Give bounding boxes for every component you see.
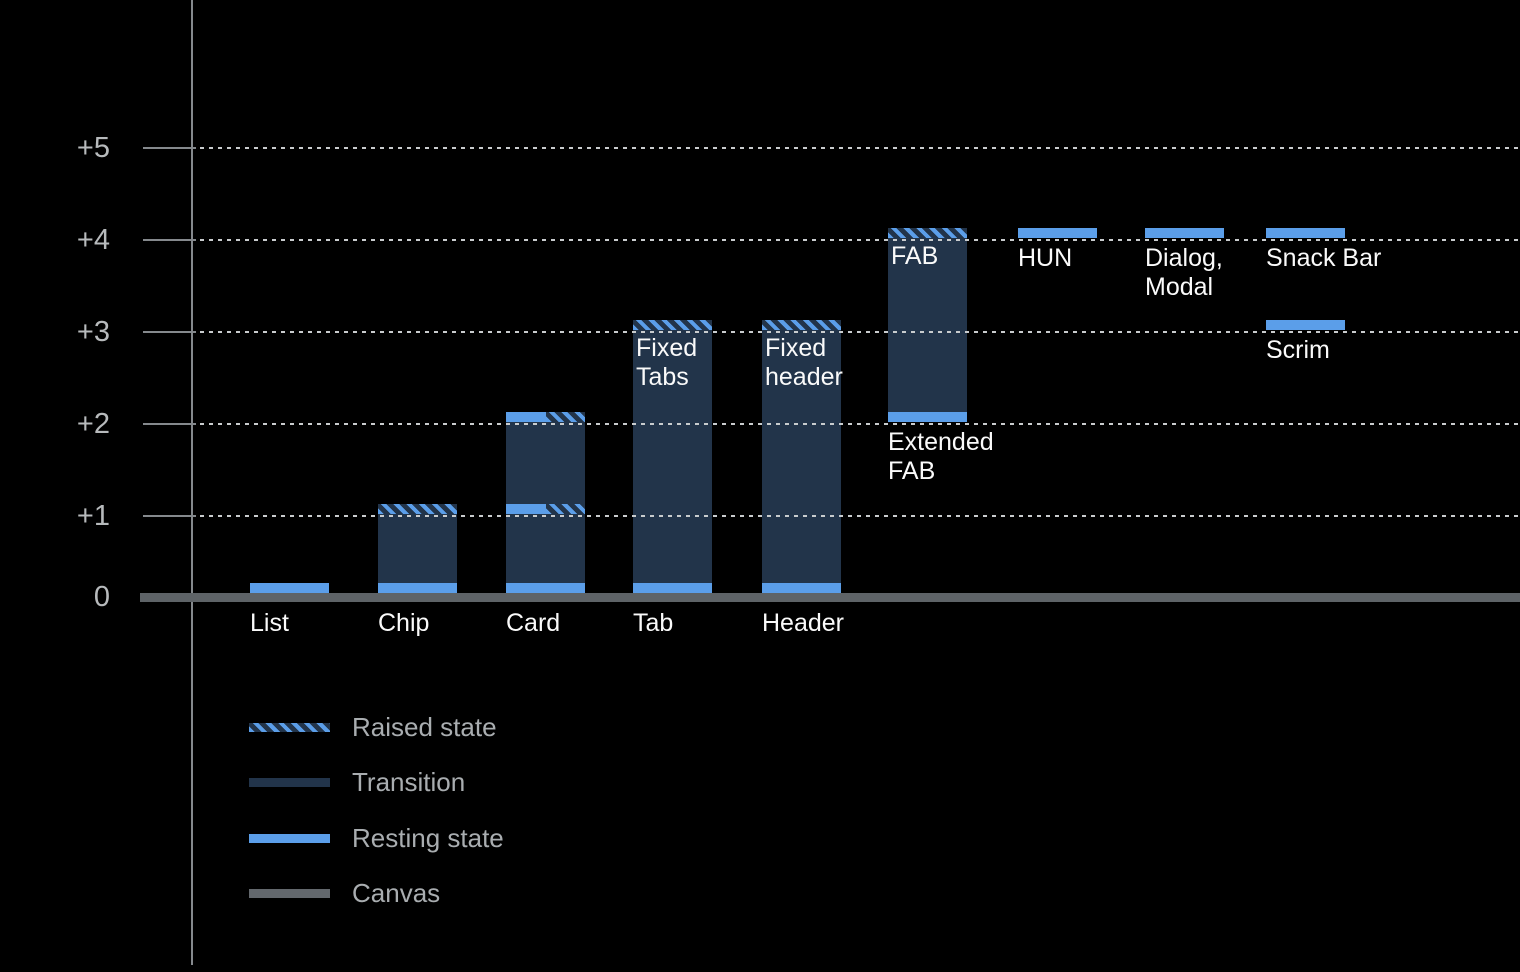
- resting-strip-scrim-l3: [1266, 320, 1345, 330]
- bar-label-chip: Chip: [378, 609, 430, 637]
- legend-item-raised-state: Raised state: [249, 712, 497, 742]
- resting-strip-fab-l2: [888, 412, 967, 422]
- resting-strip-card-l2: [506, 412, 546, 422]
- gridline-plus4: [200, 239, 1520, 241]
- bar-tab: [633, 320, 712, 593]
- y-axis-label-0: 0: [93, 581, 110, 613]
- y-tick-plus3: [143, 331, 196, 333]
- raised-strip-card-l1: [546, 504, 585, 514]
- y-axis-label-plus3: +3: [76, 316, 110, 348]
- gridline-plus1: [200, 515, 1520, 517]
- legend-swatch-resting-icon: [249, 833, 330, 843]
- resting-strip-list-l0: [250, 583, 329, 593]
- resting-strip-chip-l0: [378, 583, 457, 593]
- legend-swatch-raised-icon: [249, 722, 330, 732]
- bar-label-hun: HUN: [1018, 244, 1073, 272]
- y-axis-label-plus4: +4: [76, 224, 110, 256]
- y-axis-label-plus5: +5: [76, 132, 110, 164]
- bar-inner-label-fab: FAB: [891, 242, 939, 270]
- resting-strip-header-l0: [762, 583, 841, 593]
- bar-inner-label-tab: Fixed Tabs: [636, 334, 698, 391]
- legend-item-resting-state: Resting state: [249, 823, 504, 853]
- bar-fab: [888, 228, 967, 422]
- y-axis-label-plus1: +1: [76, 500, 110, 532]
- legend-label-raised-state: Raised state: [352, 711, 497, 742]
- resting-strip-card-l1: [506, 504, 546, 514]
- legend-item-canvas: Canvas: [249, 878, 440, 908]
- raised-strip-tab-l3: [633, 320, 712, 330]
- y-tick-plus1: [143, 515, 196, 517]
- resting-strip-dialog-modal-l4: [1145, 228, 1224, 238]
- gridline-plus2: [200, 423, 1520, 425]
- bar-inner-label-header: Fixed header: [765, 334, 843, 391]
- bar-label-header: Header: [762, 609, 844, 637]
- y-axis-line: [191, 0, 193, 965]
- raised-strip-card-l2: [546, 412, 585, 422]
- legend-label-canvas: Canvas: [352, 877, 441, 908]
- bar-label-scrim: Scrim: [1266, 336, 1330, 364]
- bar-label-tab: Tab: [633, 609, 674, 637]
- bar-label-fab: Extended FAB: [888, 428, 994, 485]
- gridline-plus5: [200, 147, 1520, 149]
- bar-chip: [378, 504, 457, 593]
- bar-label-list: List: [250, 609, 289, 637]
- legend-label-resting-state: Resting state: [352, 822, 504, 853]
- canvas-baseline: [140, 593, 1520, 602]
- y-tick-plus2: [143, 423, 196, 425]
- resting-strip-hun-l4: [1018, 228, 1097, 238]
- legend-label-transition: Transition: [352, 766, 466, 797]
- gridline-plus3: [200, 331, 1520, 333]
- y-tick-plus4: [143, 239, 196, 241]
- legend-swatch-canvas-icon: [249, 888, 330, 898]
- bar-header: [762, 320, 841, 593]
- bar-label-dialog-modal: Dialog, Modal: [1145, 244, 1223, 301]
- y-axis-label-plus2: +2: [76, 408, 110, 440]
- legend-item-transition: Transition: [249, 767, 465, 797]
- bar-card: [506, 412, 585, 593]
- raised-strip-header-l3: [762, 320, 841, 330]
- bar-label-snack-bar: Snack Bar: [1266, 244, 1382, 272]
- bar-label-card: Card: [506, 609, 561, 637]
- resting-strip-snack-bar-l4: [1266, 228, 1345, 238]
- resting-strip-card-l0: [506, 583, 585, 593]
- raised-strip-fab-l4: [888, 228, 967, 238]
- legend-swatch-transition-icon: [249, 777, 330, 787]
- y-tick-plus5: [143, 147, 196, 149]
- resting-strip-tab-l0: [633, 583, 712, 593]
- raised-strip-chip-l1: [378, 504, 457, 514]
